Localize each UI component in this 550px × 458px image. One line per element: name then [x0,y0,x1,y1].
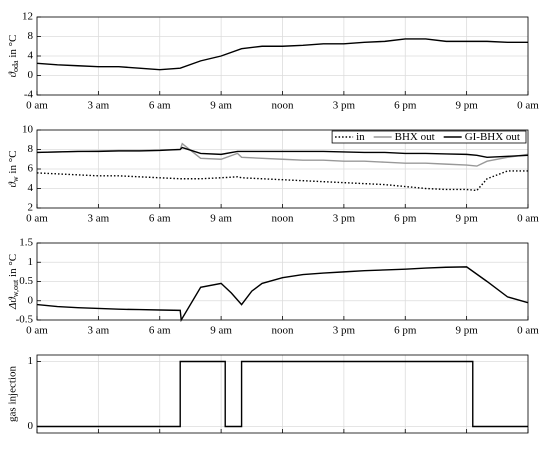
y-tick-label: -4 [24,89,34,101]
data-line [36,170,528,192]
x-tick-label: 0 am [26,213,48,225]
legend-label: in [356,131,365,143]
y-axis-label: Δϑw,out in °C [7,254,20,310]
plot-frame [36,16,529,96]
x-tick-label: 9 am [210,213,232,225]
x-tick-label: 9 am [210,100,232,112]
y-tick-label: 8 [28,143,34,155]
y-tick-label: 8 [28,30,34,42]
y-tick-label: 12 [22,11,33,23]
x-tick-label: noon [272,325,295,337]
y-tick-label: 0 [28,69,34,81]
label-subscript: w [11,176,20,182]
y-tick-label: 10 [22,124,34,136]
x-tick-label: 3 pm [333,100,356,112]
x-tick-label: 9 pm [455,100,478,112]
x-tick-label: 0 am [26,325,48,337]
x-tick-label: 3 pm [333,325,356,337]
x-tick-label: noon [272,213,295,225]
legend-label: GI-BHX out [465,131,520,143]
y-tick-label: 6 [28,163,34,175]
label-symbol: ϑ [7,181,19,187]
legend-label: BHX out [395,131,435,143]
plot-frame [36,354,529,434]
x-tick-label: 3 am [88,325,110,337]
label-symbol: ϑ [7,71,19,77]
label-rest: in °C [7,35,19,61]
y-tick-label: 1.5 [19,237,33,249]
x-tick-label: 6 am [149,325,171,337]
x-tick-label: 0 am [517,213,539,225]
data-line [36,38,528,71]
x-tick-label: 6 pm [394,325,417,337]
data-line [37,360,528,428]
label-symbol: Δϑ [7,297,19,310]
y-tick-label: 4 [28,182,34,194]
y-tick-label: 1 [28,256,34,268]
y-axis-label: gas injection [7,366,19,422]
y-tick-label: -0.5 [16,314,34,326]
y-tick-label: 0 [28,420,34,432]
y-tick-label: 0 [28,294,34,306]
x-tick-label: 9 am [210,325,232,337]
x-tick-label: 0 am [26,100,48,112]
plot-frame [36,129,529,209]
x-tick-label: 6 pm [394,213,417,225]
legend-box [331,130,527,144]
x-tick-label: 6 am [149,100,171,112]
label-rest: in °C [7,254,19,280]
legend: in BHX out GI-BHX out [331,130,527,144]
x-tick-label: 9 pm [455,325,478,337]
y-axis-label: ϑoda in °C [7,35,20,78]
x-tick-label: 3 am [88,100,110,112]
y-tick-label: 2 [28,202,34,214]
x-tick-label: 0 am [517,325,539,337]
panel: 0 am 3 am 6 am 9 am noon 3 pm 6 pm 9 pm 0 am-404… [7,11,540,112]
data-line [36,266,529,323]
x-tick-label: 0 am [517,100,539,112]
x-tick-label: 6 pm [394,100,417,112]
panel: 0 1 gas injection [7,354,529,434]
y-tick-label: 0.5 [19,275,33,287]
x-tick-label: 6 am [149,213,171,225]
y-tick-label: 4 [28,50,34,62]
label-rest: in °C [7,151,19,177]
plot-frame [36,242,529,321]
panel: 0 am 3 am 6 am 9 am noon 3 pm 6 pm 9 pm 0 am2468… [7,124,540,225]
data-line [36,146,529,159]
x-tick-label: 3 pm [333,213,356,225]
x-tick-label: 3 am [88,213,110,225]
label-subscript: w,out [11,279,20,297]
label-subscript: oda [11,60,20,72]
y-axis-label: ϑw in °C [7,151,20,188]
x-tick-label: noon [272,100,295,112]
y-tick-label: 1 [28,355,34,367]
x-tick-label: 9 pm [455,213,478,225]
panel: 0 am 3 am 6 am 9 am noon 3 pm 6 pm 9 pm 0 am-0.5… [7,237,540,337]
